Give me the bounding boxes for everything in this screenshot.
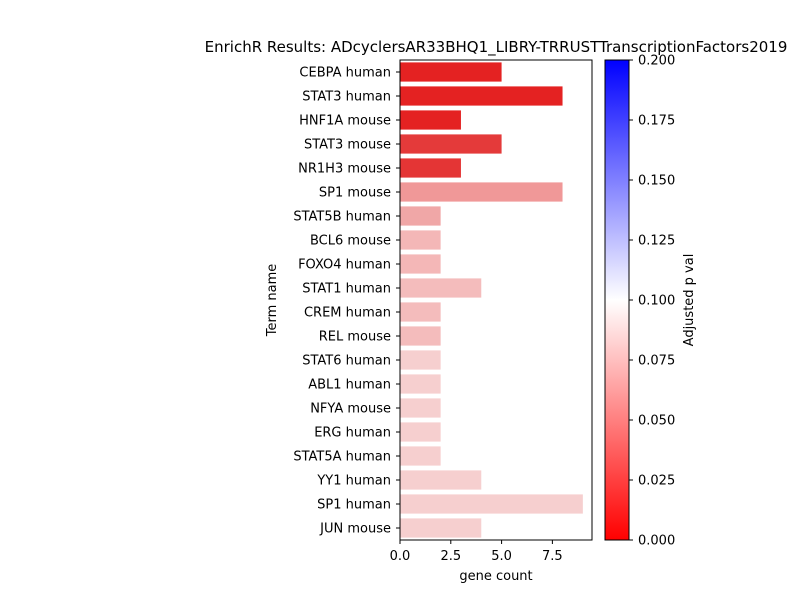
x-tick-label: 5.0 bbox=[491, 549, 512, 564]
bar bbox=[400, 350, 441, 370]
bar bbox=[400, 422, 441, 442]
bar bbox=[400, 182, 563, 202]
y-tick-label: SP1 mouse bbox=[319, 186, 391, 201]
y-tick-labels: CEBPA human STAT3 human HNF1A mouse STAT3 m… bbox=[293, 66, 400, 537]
bar bbox=[400, 254, 441, 274]
y-tick-label: STAT5A human bbox=[293, 450, 391, 465]
colorbar-tick-label: 0.125 bbox=[638, 234, 675, 249]
bar bbox=[400, 86, 563, 106]
y-tick-label: NFYA mouse bbox=[310, 402, 391, 417]
chart-title: EnrichR Results: ADcyclersAR33BHQ1_LIBRY… bbox=[205, 38, 788, 57]
colorbar-tick-label: 0.200 bbox=[638, 54, 675, 69]
colorbar-label: Adjusted p val bbox=[682, 254, 697, 347]
colorbar bbox=[604, 59, 630, 541]
y-tick-label: FOXO4 human bbox=[298, 258, 391, 273]
bar bbox=[400, 206, 441, 226]
bar bbox=[400, 374, 441, 394]
bars-group bbox=[400, 62, 583, 538]
x-axis-label: gene count bbox=[459, 569, 532, 584]
bar bbox=[400, 446, 441, 466]
bar bbox=[400, 398, 441, 418]
bar bbox=[400, 134, 502, 154]
colorbar-tick-label: 0.075 bbox=[638, 354, 675, 369]
colorbar-tick-label: 0.150 bbox=[638, 174, 675, 189]
bar bbox=[400, 494, 583, 514]
bar bbox=[400, 110, 461, 130]
x-tick-label: 0.0 bbox=[390, 549, 411, 564]
y-tick-label: STAT1 human bbox=[302, 282, 391, 297]
y-tick-label: CREM human bbox=[304, 306, 391, 321]
bar bbox=[400, 470, 482, 490]
x-tick-label: 2.5 bbox=[440, 549, 461, 564]
y-tick-label: REL mouse bbox=[319, 330, 391, 345]
y-tick-label: YY1 human bbox=[316, 474, 391, 489]
y-tick-label: SP1 human bbox=[317, 498, 391, 513]
bar bbox=[400, 518, 482, 538]
y-tick-label: JUN mouse bbox=[319, 522, 391, 537]
y-tick-label: STAT3 mouse bbox=[304, 138, 391, 153]
colorbar-tick-label: 0.050 bbox=[638, 414, 675, 429]
plot-frame bbox=[399, 59, 593, 541]
colorbar-ticks: 0.000 0.025 0.050 0.075 0.100 0.125 0.150 0.175… bbox=[629, 54, 675, 549]
x-ticks: 0.0 2.5 5.0 7.5 bbox=[390, 540, 563, 564]
x-tick-label: 7.5 bbox=[542, 549, 563, 564]
colorbar-tick-label: 0.175 bbox=[638, 114, 675, 129]
bar bbox=[400, 62, 502, 82]
colorbar-tick-label: 0.100 bbox=[638, 294, 675, 309]
y-tick-label: STAT5B human bbox=[293, 210, 391, 225]
bar bbox=[400, 230, 441, 250]
colorbar-tick-label: 0.025 bbox=[638, 474, 675, 489]
bar bbox=[400, 326, 441, 346]
y-tick-label: ABL1 human bbox=[308, 378, 391, 393]
bar bbox=[400, 278, 482, 298]
y-tick-label: BCL6 mouse bbox=[310, 234, 391, 249]
y-tick-label: HNF1A mouse bbox=[299, 114, 391, 129]
y-tick-label: NR1H3 mouse bbox=[298, 162, 391, 177]
colorbar-tick-label: 0.000 bbox=[638, 534, 675, 549]
bar bbox=[400, 302, 441, 322]
bar bbox=[400, 158, 461, 178]
y-axis-label: Term name bbox=[265, 264, 280, 338]
y-tick-label: STAT6 human bbox=[302, 354, 391, 369]
y-tick-label: CEBPA human bbox=[299, 66, 391, 81]
y-tick-label: STAT3 human bbox=[302, 90, 391, 105]
y-tick-label: ERG human bbox=[314, 426, 391, 441]
